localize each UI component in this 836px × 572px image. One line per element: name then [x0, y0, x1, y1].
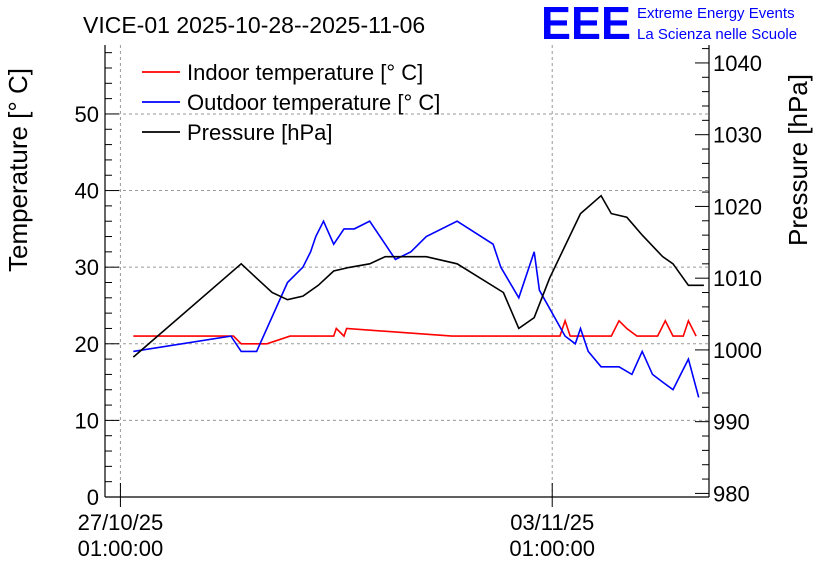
- y2-tick-label: 1040: [713, 51, 762, 76]
- series-line-0: [133, 318, 697, 345]
- grid: [105, 45, 709, 497]
- logo-letters: EEE: [541, 0, 631, 49]
- x-tick-label-time: 01:00:00: [78, 536, 164, 561]
- y2-tick-label: 1030: [713, 123, 762, 148]
- y2-axis-title: Pressure [hPa]: [783, 74, 813, 246]
- legend-label-0: Indoor temperature [° C]: [187, 60, 423, 85]
- legend-label-2: Pressure [hPa]: [187, 120, 333, 145]
- chart-title: VICE-01 2025-10-28--2025-11-06: [83, 12, 425, 38]
- logo-line1: Extreme Energy Events: [637, 5, 795, 22]
- legend: Indoor temperature [° C] Outdoor temperat…: [142, 60, 440, 145]
- legend-label-1: Outdoor temperature [° C]: [187, 90, 440, 115]
- y2-tick-label: 1020: [713, 194, 762, 219]
- y-tick-label: 0: [87, 485, 99, 510]
- y-tick-label: 20: [75, 332, 99, 357]
- y2-tick-label: 980: [713, 481, 750, 506]
- x-tick-label-time: 01:00:00: [509, 536, 595, 561]
- y-tick-label: 50: [75, 102, 99, 127]
- series-line-1: [133, 219, 700, 398]
- y-tick-label: 40: [75, 179, 99, 204]
- y2-tick-label: 1000: [713, 338, 762, 363]
- eee-logo: EEE Extreme Energy Events La Scienza nel…: [541, 0, 797, 49]
- series-layer: [132, 194, 704, 398]
- x-tick-label-date: 27/10/25: [78, 510, 164, 535]
- x-tick-label-date: 03/11/25: [510, 510, 594, 535]
- y2-tick-label: 990: [713, 410, 750, 435]
- y-tick-label: 30: [75, 255, 99, 280]
- axes: 010203040509809901000101010201030104027/…: [75, 45, 762, 561]
- logo-line2: La Scienza nelle Scuole: [637, 26, 797, 43]
- y-axis-title: Temperature [° C]: [3, 68, 33, 272]
- y2-tick-label: 1010: [713, 266, 762, 291]
- y-tick-label: 10: [75, 408, 99, 433]
- series-line-2: [132, 194, 704, 358]
